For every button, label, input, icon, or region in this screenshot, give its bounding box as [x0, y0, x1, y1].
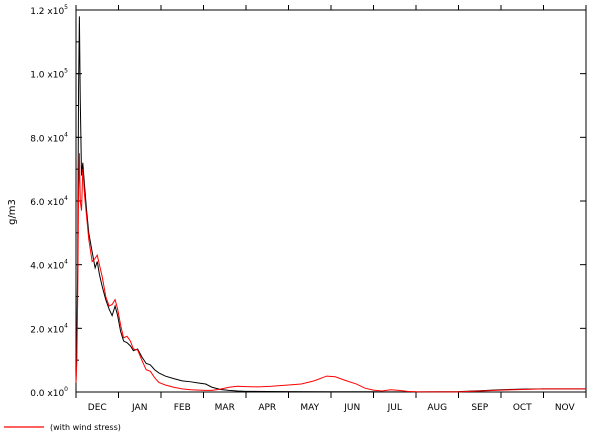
x-tick-label: DEC: [88, 403, 107, 413]
x-tick-label: JAN: [131, 403, 147, 413]
plot-frame: [75, 9, 587, 393]
y-tick-label: 2.0 x104: [30, 322, 68, 335]
x-tick-label: MAY: [300, 403, 319, 413]
x-tick-label: AUG: [427, 403, 447, 413]
x-tick-label: OCT: [513, 403, 532, 413]
x-tick-label: APR: [258, 403, 276, 413]
x-tick-label: NOV: [555, 403, 576, 413]
x-tick-label: MAR: [215, 403, 235, 413]
series-line-black: [75, 16, 586, 393]
y-tick-label: 8.0 x104: [30, 131, 68, 144]
legend-label: (with wind stress): [50, 423, 121, 432]
x-tick-label: JUN: [343, 403, 360, 413]
y-axis-title: g/m3: [7, 199, 18, 225]
y-tick-label: 4.0 x104: [30, 259, 68, 272]
y-tick-label: 0.0 x100: [30, 386, 68, 399]
legend: (with wind stress): [4, 423, 121, 432]
y-tick-label: 6.0 x104: [30, 195, 68, 208]
y-tick-label: 1.0 x105: [30, 68, 68, 81]
series-layer: [75, 16, 586, 393]
x-tick-label: FEB: [174, 403, 191, 413]
x-tick-label: JUL: [387, 403, 402, 413]
axis-layer: DEC JAN FEB MAR APR MAY JUN JUL AUG SEP OCT NOV 0.0 …: [30, 4, 587, 413]
x-tick-label: SEP: [471, 403, 488, 413]
series-line-wind-stress: [75, 153, 586, 393]
y-tick-label: 1.2 x105: [30, 4, 68, 17]
